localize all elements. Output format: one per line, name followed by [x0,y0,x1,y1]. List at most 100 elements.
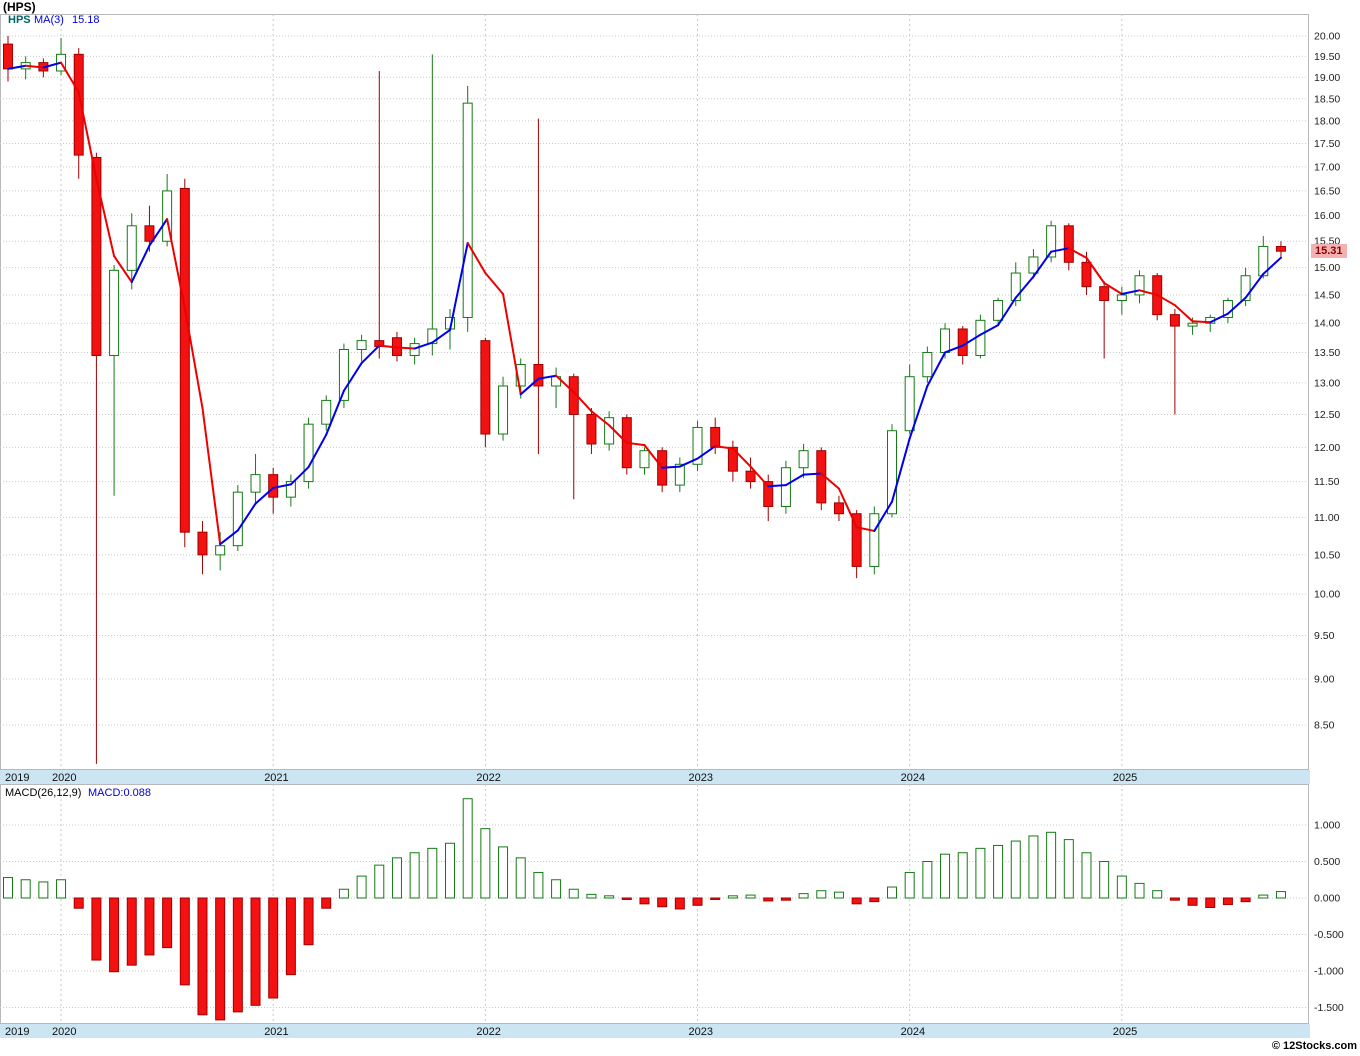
price-axis-label: 10.00 [1314,589,1340,601]
candle-body [586,413,597,445]
macd-bar [1028,835,1039,899]
macd-bar [1275,891,1286,899]
ma-line-segment [1032,250,1053,278]
ma-line-segment [42,61,63,69]
macd-bar [657,897,668,908]
candle-body [462,102,473,318]
ma-line-segment [449,241,469,331]
ma-line-segment [1138,289,1159,296]
candle-body [338,349,349,401]
macd-bar [1205,897,1216,908]
ma-line-segment [608,424,628,444]
macd-bar [232,897,243,1013]
candle-body [1187,322,1198,327]
candle-body [568,376,579,415]
year-axis-strip [0,770,1310,784]
price-axis-label: 14.00 [1314,318,1340,330]
macd-bar [1063,839,1074,899]
macd-bar [338,888,349,899]
macd-bar [250,897,261,1006]
candle-body [639,450,650,469]
candle-body [1240,275,1251,302]
ma-line-segment [820,472,840,490]
macd-bar [1187,897,1198,906]
candle-body [1099,286,1110,302]
ma-line-segment [643,444,664,469]
candle-body [250,474,261,493]
candle-body [321,399,332,425]
macd-bar [551,879,562,899]
candle-body [215,545,226,556]
year-label: 2025 [1113,772,1137,784]
price-axis-label: 16.50 [1314,185,1340,197]
ma-line-segment [891,437,911,503]
macd-bar [91,897,102,961]
macd-bar [763,897,774,902]
macd-bar [303,897,314,946]
macd-bar [1116,875,1127,899]
macd-axis-label: 1.000 [1314,820,1340,832]
macd-bar [798,893,809,899]
macd-bar [409,852,420,899]
macd-bar [851,897,862,905]
macd-bar [674,897,685,910]
candle-body [851,513,862,567]
macd-bar [887,886,897,899]
macd-indicator-label: MACD(26,12,9) [5,787,82,799]
ma-line-segment [855,526,876,532]
ma-line-segment [1014,275,1035,299]
candle-body [763,481,774,507]
macd-bar [1046,831,1057,899]
ma-line-segment [572,391,593,413]
ma-line-segment [201,407,222,546]
ma-line-segment [908,384,929,440]
candle-body [833,502,844,515]
price-axis-label: 12.00 [1314,442,1340,454]
price-axis-label: 18.00 [1314,115,1340,127]
macd-bar [692,897,703,906]
macd-bar [533,871,544,899]
candle-body [285,481,296,498]
ma-line-segment [696,445,717,460]
year-label: 2020 [52,1026,76,1038]
macd-bar [1258,894,1269,899]
macd-axis-label: -0.500 [1314,929,1344,941]
macd-bar [639,897,650,905]
macd-bar [374,864,385,899]
macd-bar [20,879,31,899]
ma-line-segment [1120,289,1141,296]
candle-body [232,491,243,547]
price-axis-label: 13.50 [1314,347,1340,359]
price-axis-label: 10.50 [1314,549,1340,561]
ma-line-segment [625,441,646,447]
ma-line-segment [1067,247,1088,259]
macd-bar [1169,897,1180,901]
macd-bar [922,861,933,899]
ma-line-segment [837,487,858,529]
ma-line-segment [183,307,204,410]
candle-body [745,470,756,483]
price-axis-label: 17.00 [1314,161,1340,173]
year-label: 2022 [476,1026,500,1038]
candle-body [1116,294,1127,302]
ma-line-segment [1191,320,1212,324]
year-label: 2023 [689,1026,713,1038]
ma-line-segment [60,61,80,94]
price-axis-label: 12.50 [1314,409,1340,421]
price-axis-label: 11.00 [1314,512,1340,524]
candle-body [498,385,509,435]
candle-body [91,156,102,356]
ma-line-segment [537,374,558,380]
ma-line-segment [749,465,770,488]
ma-line-segment [1050,247,1070,253]
macd-bar [144,897,155,956]
macd-bar [162,897,173,949]
candle-body [710,426,721,448]
ma-line-segment [519,377,540,396]
ma-line-segment [113,255,133,284]
ma-line-segment [1156,293,1176,307]
macd-bar [356,875,367,899]
ma-line-segment [678,457,699,468]
ma-line-segment [979,324,1000,336]
